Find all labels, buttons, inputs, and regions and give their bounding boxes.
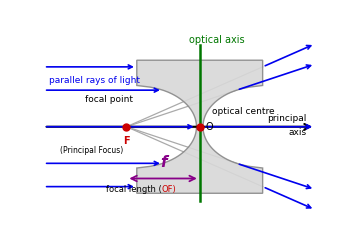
Text: focal point: focal point [85, 95, 133, 104]
Text: OF): OF) [162, 185, 176, 194]
Text: (Principal Focus): (Principal Focus) [60, 146, 123, 155]
Text: focal length (: focal length ( [106, 185, 162, 194]
Polygon shape [137, 60, 262, 193]
Text: O: O [205, 122, 213, 132]
Text: F: F [123, 136, 130, 146]
Text: principal: principal [267, 114, 307, 123]
Text: axis: axis [289, 128, 307, 137]
Text: parallel rays of light: parallel rays of light [49, 76, 140, 85]
Text: f: f [160, 155, 166, 170]
Text: optical axis: optical axis [189, 35, 245, 45]
Text: optical centre: optical centre [212, 107, 274, 116]
